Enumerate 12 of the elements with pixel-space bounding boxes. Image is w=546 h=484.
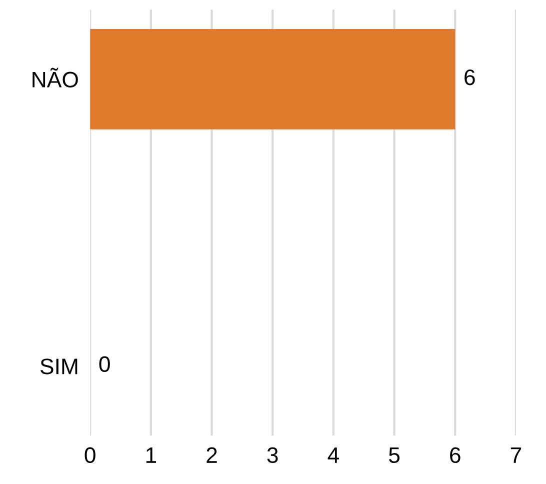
- data-label: 6: [464, 69, 475, 86]
- x-tick-label: 1: [146, 448, 156, 463]
- x-tick-label: 0: [84, 447, 96, 464]
- y-tick-label: NÃO: [32, 68, 78, 88]
- x-tick-label: 7: [510, 448, 522, 463]
- x-tick-label: 4: [328, 448, 339, 463]
- x-tick-label: 6: [450, 447, 460, 464]
- x-tick-label: 5: [389, 448, 400, 464]
- x-tick-label: 3: [267, 447, 278, 464]
- x-tick-label: 2: [206, 447, 217, 463]
- y-tick-label: SIM: [40, 358, 78, 374]
- data-label: 0: [99, 356, 110, 372]
